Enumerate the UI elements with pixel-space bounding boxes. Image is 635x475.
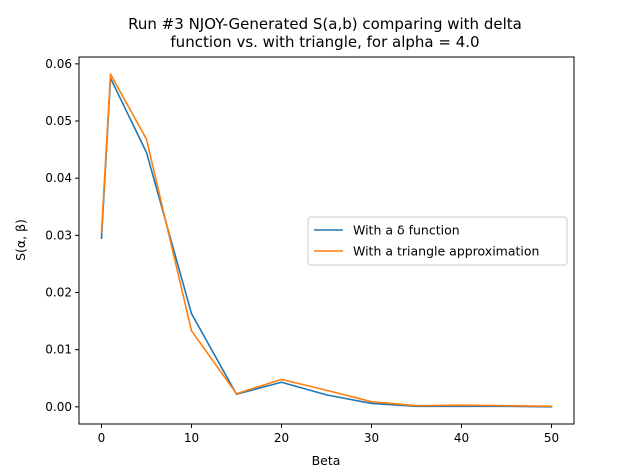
- plot-area: [78, 56, 575, 425]
- x-tick-label: 30: [364, 431, 379, 445]
- x-tick-label: 10: [184, 431, 199, 445]
- y-axis-label: S(α, β): [13, 219, 28, 261]
- y-tick-label: 0.05: [45, 114, 72, 128]
- y-tick-label: 0.02: [45, 286, 72, 300]
- x-tick-label: 20: [274, 431, 289, 445]
- series-line-1: [100, 77, 553, 408]
- x-tick-label: 0: [98, 431, 106, 445]
- y-tick-label: 0.06: [45, 57, 72, 71]
- chart-title-line-1: Run #3 NJOY-Generated S(a,b) comparing w…: [128, 15, 522, 33]
- x-tick-label: 50: [544, 431, 559, 445]
- legend: With a δ function With a triangle approxi…: [307, 216, 568, 266]
- x-axis-label: Beta: [312, 453, 341, 468]
- x-tick-label: 40: [454, 431, 469, 445]
- legend-label-2: With a triangle approximation: [353, 244, 539, 259]
- y-axis: 0.00 0.01 0.02 0.03 0.04 0.05 0.06: [45, 57, 79, 414]
- chart-title-line-2: function vs. with triangle, for alpha = …: [170, 33, 479, 51]
- y-tick-label: 0.01: [45, 343, 72, 357]
- y-tick-label: 0.00: [45, 400, 72, 414]
- legend-box: [307, 216, 568, 266]
- series-layer: [100, 73, 553, 408]
- series-line-2: [100, 73, 553, 408]
- y-tick-label: 0.03: [45, 228, 72, 242]
- legend-label-1: With a δ function: [353, 223, 460, 238]
- y-tick-label: 0.04: [45, 171, 72, 185]
- x-axis: 0 10 20 30 40 50: [98, 424, 559, 445]
